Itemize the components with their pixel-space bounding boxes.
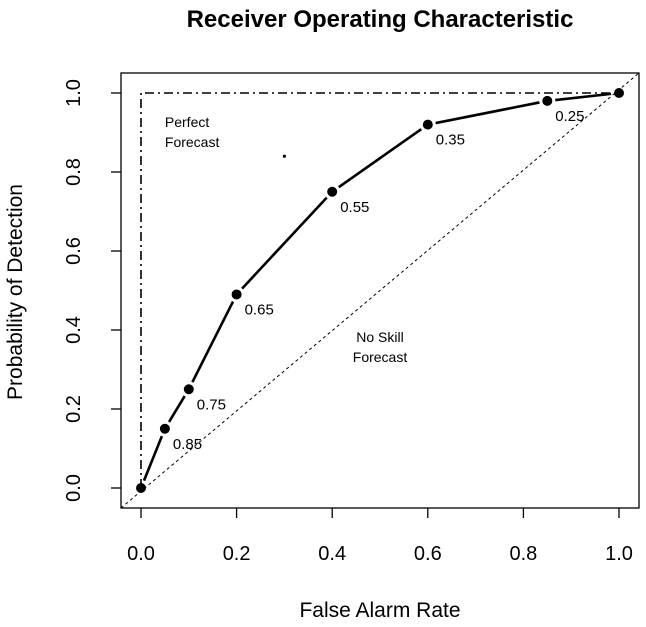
roc-point-1 <box>159 423 170 434</box>
roc-point-label-3: 0.65 <box>245 301 274 318</box>
plot-frame <box>120 72 640 509</box>
roc-segment-5 <box>435 101 540 125</box>
chart-title: Receiver Operating Characteristic <box>187 6 574 33</box>
y-tick-label-1: 0.2 <box>63 395 85 423</box>
roc-segment-1 <box>167 395 186 423</box>
roc-point-7 <box>614 88 624 98</box>
perfect-forecast-line <box>140 92 619 488</box>
roc-segment-6 <box>555 92 612 102</box>
roc-point-label-1: 0.85 <box>173 436 202 453</box>
y-tick-label-2: 0.4 <box>63 316 85 344</box>
plot-area: 0.0 0.2 0.4 0.6 0.8 1.0 0.0 0.2 0.4 0.6 0.8 1.0 0.85… <box>63 72 640 565</box>
annotation-1-line-0: No Skill <box>356 329 403 345</box>
roc-point-2 <box>183 384 194 395</box>
roc-point-5 <box>422 119 433 130</box>
no-skill-line <box>120 72 640 509</box>
roc-point-3 <box>231 289 242 300</box>
roc-point-label-6: 0.25 <box>555 108 584 125</box>
roc-point-6 <box>542 95 553 106</box>
roc-segment-4 <box>337 128 423 189</box>
y-axis-label: Probability of Detection <box>4 184 27 400</box>
roc-point-label-5: 0.35 <box>436 132 465 149</box>
x-tick-label-4: 0.8 <box>509 543 537 565</box>
x-tick-label-2: 0.4 <box>318 543 346 565</box>
x-tick-label-5: 1.0 <box>605 543 633 565</box>
stray-point <box>282 154 286 158</box>
x-axis-label: False Alarm Rate <box>299 599 460 622</box>
roc-segment-2 <box>191 301 235 383</box>
roc-point-4 <box>327 186 338 197</box>
annotation-0-line-0: Perfect <box>165 114 209 130</box>
roc-point-label-2: 0.75 <box>197 396 226 413</box>
y-tick-label-5: 1.0 <box>63 79 85 107</box>
y-tick-label-0: 0.0 <box>63 474 85 502</box>
annotation-1-line-1: Forecast <box>353 349 408 365</box>
x-tick-label-1: 0.2 <box>223 543 251 565</box>
x-tick-label-3: 0.6 <box>414 543 442 565</box>
roc-point-label-4: 0.55 <box>340 199 369 216</box>
annotation-0-line-1: Forecast <box>165 134 220 150</box>
x-tick-label-0: 0.0 <box>127 543 155 565</box>
roc-segment-0 <box>142 435 164 482</box>
roc-point-0 <box>136 483 146 493</box>
roc-segment-3 <box>241 196 328 290</box>
y-tick-label-3: 0.6 <box>63 237 85 265</box>
y-tick-label-4: 0.8 <box>63 158 85 186</box>
